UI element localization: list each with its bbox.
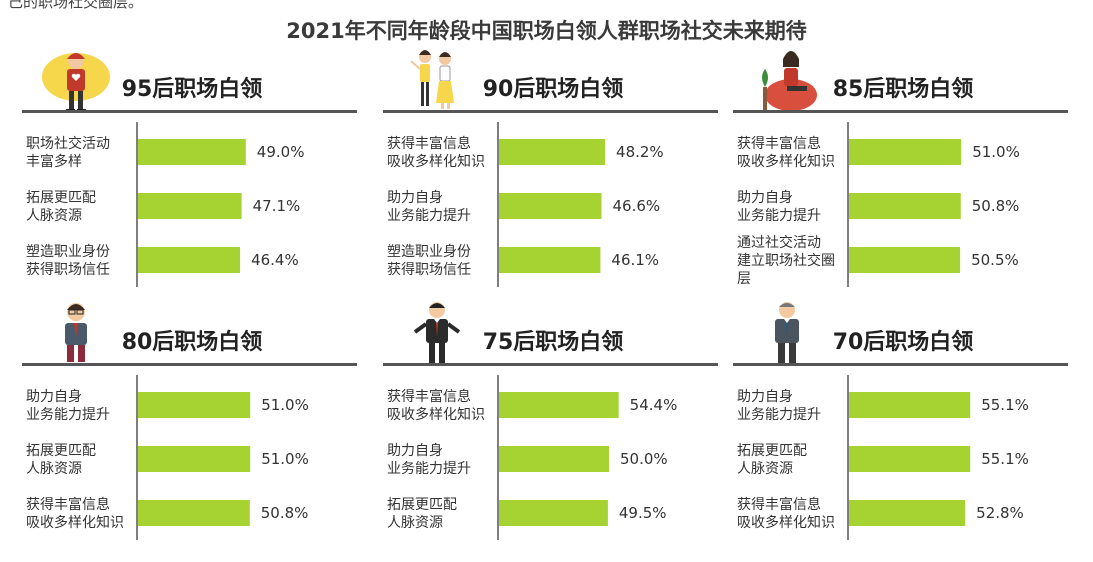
bar-value-label: 51.0% <box>261 450 309 468</box>
bar <box>138 247 241 273</box>
bar-value-label: 49.0% <box>257 143 305 161</box>
bar <box>849 139 962 165</box>
bar-value-label: 52.8% <box>976 504 1024 522</box>
category-label: 塑造职业身份获得职场信任 <box>26 244 110 278</box>
category-label: 获得丰富信息吸收多样化知识 <box>387 135 485 170</box>
panel-title: 90后职场白领 <box>482 77 624 102</box>
bar-chart-90: 48.2% 获得丰富信息吸收多样化知识 46.6% 助力自身业务能力提升 46.1% 塑造… <box>387 122 664 287</box>
bar-value-label: 49.5% <box>619 504 667 522</box>
young-man-with-heart-icon <box>42 53 110 112</box>
panel-divider <box>383 110 718 113</box>
panel-divider <box>383 363 718 366</box>
panel-70: 70后职场白领 55.1% 助力自身业务能力提升 55.1% 拓展更匹配人脉资源 52.… <box>733 300 1073 545</box>
category-label: 助力自身业务能力提升 <box>387 190 471 224</box>
bar <box>499 139 606 165</box>
bar-chart-75: 54.4% 获得丰富信息吸收多样化知识 50.0% 助力自身业务能力提升 49.5% 拓展… <box>387 375 678 540</box>
panel-title: 75后职场白领 <box>482 330 624 355</box>
category-label: 助力自身业务能力提升 <box>737 190 821 224</box>
panel-85: 85后职场白领 51.0% 获得丰富信息吸收多样化知识 50.8% 助力自身业务能力提… <box>733 47 1073 292</box>
category-label: 拓展更匹配人脉资源 <box>26 443 96 477</box>
bar-value-label: 51.0% <box>972 143 1020 161</box>
bar <box>138 392 251 418</box>
bar-value-label: 47.1% <box>253 197 301 215</box>
panel-title: 70后职场白领 <box>832 330 974 355</box>
bar-value-label: 54.4% <box>630 396 678 414</box>
panel-divider <box>733 363 1068 366</box>
category-label: 拓展更匹配人脉资源 <box>26 190 96 224</box>
bar-value-label: 46.6% <box>613 197 661 215</box>
bar-chart-70: 55.1% 助力自身业务能力提升 55.1% 拓展更匹配人脉资源 52.8% 获得丰富信息… <box>737 375 1029 540</box>
category-label: 获得丰富信息吸收多样化知识 <box>26 496 124 531</box>
bar-value-label: 50.8% <box>261 504 309 522</box>
bar <box>849 500 966 526</box>
bar <box>138 193 242 219</box>
panel-title: 80后职场白领 <box>121 330 263 355</box>
bar <box>138 446 251 472</box>
category-label: 职场社交活动丰富多样 <box>26 135 110 170</box>
panel-90: 90后职场白领 48.2% 获得丰富信息吸收多样化知识 46.6% 助力自身业务能力提… <box>383 47 723 292</box>
panel-divider <box>733 110 1068 113</box>
bar <box>849 247 961 273</box>
bar-chart-95: 49.0% 职场社交活动丰富多样 47.1% 拓展更匹配人脉资源 46.4% 塑造职业身份… <box>26 122 305 287</box>
bar <box>849 193 961 219</box>
bar-value-label: 55.1% <box>981 396 1029 414</box>
senior-businessman-icon <box>775 302 799 363</box>
bar-value-label: 50.5% <box>971 251 1019 269</box>
panel-title: 95后职场白领 <box>121 77 263 102</box>
bar-value-label: 48.2% <box>616 143 664 161</box>
category-label: 获得丰富信息吸收多样化知识 <box>387 388 485 423</box>
bar-value-label: 51.0% <box>261 396 309 414</box>
bar <box>138 500 250 526</box>
panel-divider <box>22 363 357 366</box>
bar-value-label: 55.1% <box>981 450 1029 468</box>
bar-chart-80: 51.0% 助力自身业务能力提升 51.0% 拓展更匹配人脉资源 50.8% 获得丰富信息… <box>26 375 309 540</box>
category-label: 获得丰富信息吸收多样化知识 <box>737 496 835 531</box>
panel-divider <box>22 110 357 113</box>
bar-value-label: 46.1% <box>611 251 659 269</box>
bar <box>499 446 609 472</box>
bar <box>499 193 602 219</box>
bar-value-label: 46.4% <box>251 251 299 269</box>
category-label: 通过社交活动建立职场社交圈层 <box>737 234 835 287</box>
panel-95: 95后职场白领 49.0% 职场社交活动丰富多样 47.1% 拓展更匹配人脉资源 46.… <box>22 47 362 292</box>
category-label: 拓展更匹配人脉资源 <box>737 443 807 477</box>
man-with-glasses-icon <box>65 303 87 362</box>
bar <box>499 500 608 526</box>
category-label: 助力自身业务能力提升 <box>387 443 471 477</box>
businessman-icon <box>413 302 461 363</box>
bar <box>138 139 246 165</box>
panel-title: 85后职场白领 <box>832 77 974 102</box>
panel-80: 80后职场白领 51.0% 助力自身业务能力提升 51.0% 拓展更匹配人脉资源 50.… <box>22 300 362 545</box>
bar-value-label: 50.0% <box>620 450 668 468</box>
bar-value-label: 50.8% <box>972 197 1020 215</box>
category-label: 获得丰富信息吸收多样化知识 <box>737 135 835 170</box>
category-label: 助力自身业务能力提升 <box>737 389 821 423</box>
category-label: 助力自身业务能力提升 <box>26 389 110 423</box>
bar <box>849 392 971 418</box>
panel-75: 75后职场白领 54.4% 获得丰富信息吸收多样化知识 50.0% 助力自身业务能力提… <box>383 300 723 545</box>
bar <box>499 247 601 273</box>
top-cut-text: 己的职场社交圈层。 <box>8 0 144 11</box>
category-label: 塑造职业身份获得职场信任 <box>387 244 471 278</box>
bar <box>849 446 971 472</box>
two-women-walking-icon <box>410 50 454 109</box>
category-label: 拓展更匹配人脉资源 <box>387 497 457 531</box>
bar <box>499 392 619 418</box>
bar-chart-85: 51.0% 获得丰富信息吸收多样化知识 50.8% 助力自身业务能力提升 50.5% 通过… <box>737 122 1020 287</box>
woman-sitting-icon <box>762 51 817 111</box>
chart-title: 2021年不同年龄段中国职场白领人群职场社交未来期待 <box>286 19 807 43</box>
